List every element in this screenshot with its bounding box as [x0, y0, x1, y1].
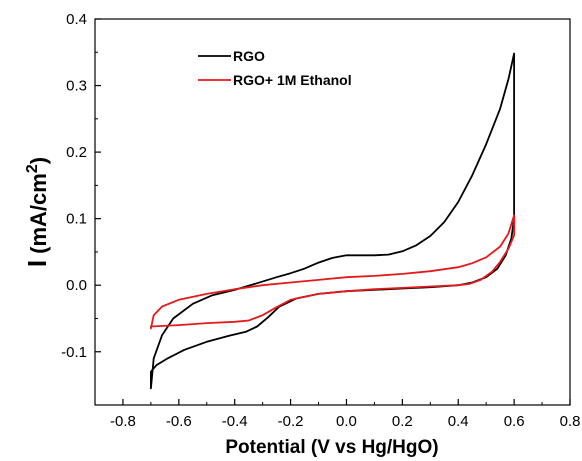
x-tick-label: 0.2 [392, 413, 413, 430]
x-tick-label: 0.4 [448, 413, 469, 430]
y-axis-title: I (mA/cm2) [22, 157, 52, 267]
legend-label-rgo: RGO [233, 48, 265, 64]
x-axis-title: Potential (V vs Hg/HgO) [225, 437, 438, 458]
y-axis-title-unit: mA/cm [26, 173, 51, 246]
series-layer [150, 52, 515, 390]
y-tick-label: 0.2 [66, 144, 87, 161]
y-tick-label: 0.1 [66, 211, 87, 228]
y-axis-title-symbol: I [22, 260, 52, 267]
x-tick-label: -0.4 [222, 413, 248, 430]
series-line-rgo-ethanol [150, 214, 515, 330]
x-tick-label: 0.6 [504, 413, 525, 430]
y-axis-title-superscript: 2 [24, 164, 41, 173]
x-tick-label: 0.8 [560, 413, 581, 430]
y-axis-title-open: ( [26, 246, 51, 254]
y-tick-label: 0.3 [66, 78, 87, 95]
x-axis-ticks: -0.8 -0.6 -0.4 -0.2 0.0 0.2 0.4 0.6 0.8 [110, 399, 580, 430]
x-tick-label: -0.8 [110, 413, 136, 430]
legend-label-rgo-ethanol: RGO+ 1M Ethanol [233, 72, 352, 88]
y-tick-label: 0.0 [66, 277, 87, 294]
x-tick-label: -0.6 [166, 413, 192, 430]
x-tick-label: -0.2 [278, 413, 304, 430]
y-axis-title-close: ) [26, 157, 51, 164]
y-axis-ticks: -0.1 0.0 0.1 0.2 0.3 0.4 [61, 11, 101, 361]
y-tick-label: -0.1 [61, 344, 87, 361]
x-tick-label: 0.0 [336, 413, 357, 430]
y-tick-label: 0.4 [66, 11, 87, 28]
legend: RGO RGO+ 1M Ethanol [198, 48, 352, 88]
plot-frame [94, 18, 571, 406]
series-line-rgo [150, 52, 515, 390]
